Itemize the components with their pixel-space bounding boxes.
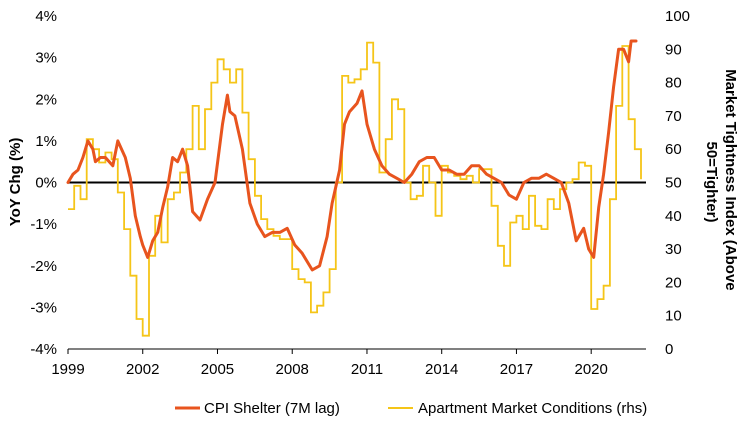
x-tick-label: 2014 — [425, 361, 458, 378]
left-tick-label: -1% — [30, 216, 57, 233]
left-tick-label: 4% — [35, 8, 57, 25]
series-layer — [66, 39, 642, 337]
x-tick-label: 1999 — [51, 361, 84, 378]
series-line-cpi-shelter — [66, 39, 638, 272]
right-tick-label: 90 — [665, 41, 682, 58]
right-tick-label: 100 — [665, 8, 690, 25]
right-tick-label: 0 — [665, 341, 673, 358]
legend-label-cpi-shelter: CPI Shelter (7M lag) — [204, 400, 340, 417]
x-tick-label: 2011 — [351, 361, 383, 378]
x-tick-label: 2020 — [575, 361, 608, 378]
x-tick-label: 2002 — [126, 361, 159, 378]
legend-label-apartment-market: Apartment Market Conditions (rhs) — [418, 400, 647, 417]
right-tick-label: 30 — [665, 241, 682, 258]
x-tick-label: 2017 — [500, 361, 533, 378]
left-tick-label: 2% — [35, 91, 57, 108]
right-tick-label: 80 — [665, 75, 682, 92]
right-tick-label: 20 — [665, 274, 682, 291]
right-tick-label: 50 — [665, 175, 682, 192]
right-tick-label: 40 — [665, 208, 682, 225]
right-tick-label: 70 — [665, 108, 682, 125]
left-tick-label: 0% — [35, 175, 57, 192]
x-axis-ticks: 1999 2002 2005 2008 2011 2014 2017 2020 — [51, 349, 608, 378]
left-tick-label: -4% — [30, 341, 57, 358]
left-tick-label: 1% — [35, 133, 57, 150]
left-tick-label: -2% — [30, 258, 57, 275]
right-axis-title-line1: Market Tightness Index (Above — [722, 69, 739, 290]
right-axis-title: Market Tightness Index (Above 50=Tighter… — [703, 69, 739, 295]
left-tick-label: -3% — [30, 299, 57, 316]
x-tick-label: 2005 — [201, 361, 234, 378]
legend: CPI Shelter (7M lag) Apartment Market Co… — [175, 400, 647, 417]
left-tick-label: 3% — [35, 50, 57, 67]
right-tick-label: 10 — [665, 308, 682, 325]
x-tick-label: 2008 — [276, 361, 309, 378]
right-axis-title-line2: 50=Tighter) — [703, 142, 720, 223]
series-line-apartment-market — [68, 41, 642, 337]
left-axis-ticks: -4% -3% -2% -1% 0% 1% 2% 3% 4% — [30, 8, 57, 358]
right-axis-ticks: 0 10 20 30 40 50 60 70 80 90 100 — [665, 8, 690, 358]
left-axis-title: YoY Chg (%) — [7, 138, 24, 227]
right-tick-label: 60 — [665, 141, 682, 158]
